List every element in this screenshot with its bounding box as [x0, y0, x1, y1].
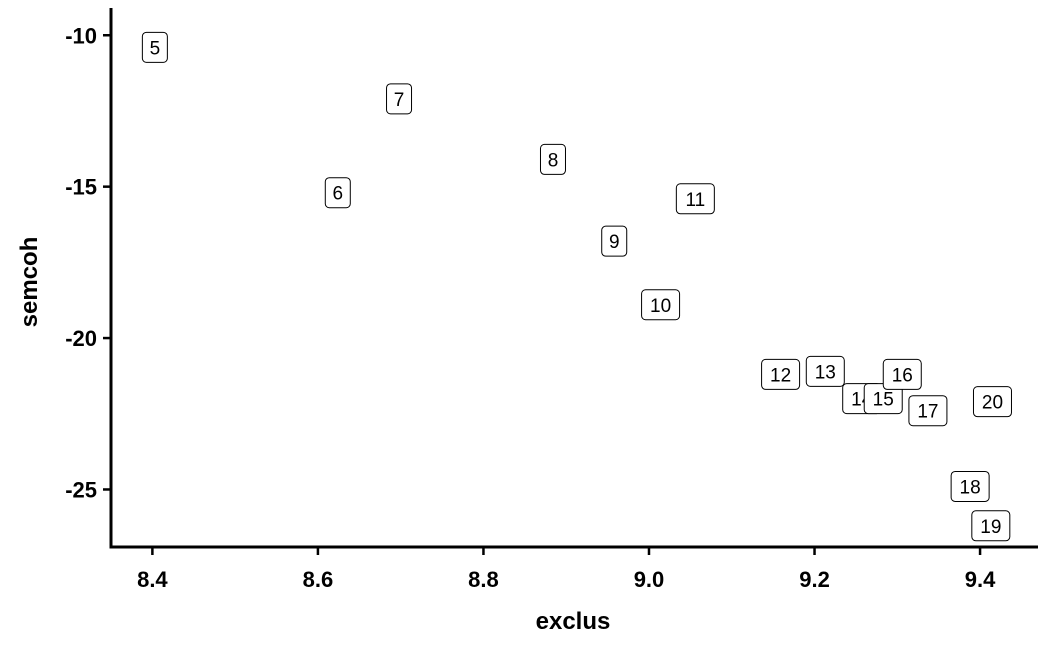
data-point-box [675, 183, 715, 215]
data-point-label: 20 [972, 386, 1012, 418]
data-point-text: 18 [960, 477, 981, 498]
axes-layer [109, 8, 1038, 549]
data-point-text: 15 [873, 390, 894, 411]
data-point-label: 7 [386, 83, 413, 115]
data-point-label: 19 [971, 510, 1011, 542]
data-point-box [805, 355, 845, 387]
data-point-label: 10 [641, 289, 681, 321]
data-point-box [972, 386, 1012, 418]
data-point-label: 16 [882, 358, 922, 390]
data-point-label: 15 [863, 383, 903, 415]
y-tick-label: -10 [65, 23, 97, 48]
data-point-box [641, 289, 681, 321]
data-point-label: 5 [141, 31, 168, 63]
data-point-label: 11 [675, 183, 715, 215]
data-point-label: 17 [908, 395, 948, 427]
data-point-text: 19 [980, 517, 1001, 538]
data-point-box [908, 395, 948, 427]
data-point-box [601, 225, 628, 257]
data-point-label: 12 [761, 358, 801, 390]
data-point-label: 8 [539, 143, 566, 175]
data-point-box [324, 177, 351, 209]
data-point-box [950, 470, 990, 502]
y-tick-label: -25 [65, 477, 97, 502]
x-ticks: 8.4 8.6 8.8 9.0 9.2 9.4 [137, 547, 996, 592]
y-tick-label: -15 [65, 175, 97, 200]
data-point-box [971, 510, 1011, 542]
data-point-box [761, 358, 801, 390]
x-tick-label: 9.2 [799, 567, 830, 592]
data-point-text: 9 [609, 232, 620, 253]
y-tick-label: -20 [65, 326, 97, 351]
y-ticks: -10 -15 -20 -25 [65, 23, 111, 502]
data-point-text: 10 [650, 296, 671, 317]
data-point-text: 20 [982, 393, 1003, 414]
data-point-box [882, 358, 922, 390]
x-tick-label: 8.4 [137, 567, 168, 592]
data-point-text: 5 [150, 38, 161, 59]
x-tick-label: 9.4 [965, 567, 996, 592]
data-point-text: 8 [548, 150, 559, 171]
data-point-label: 18 [950, 470, 990, 502]
x-axis-title: exclus [536, 608, 611, 635]
data-point-box [386, 83, 413, 115]
data-point-text: 7 [394, 90, 405, 111]
data-point-text: 16 [892, 365, 913, 386]
y-axis-title: semcoh [16, 237, 43, 328]
data-point-label: 9 [601, 225, 628, 257]
data-point-text: 12 [770, 365, 791, 386]
x-tick-label: 8.6 [303, 567, 334, 592]
x-tick-label: 9.0 [634, 567, 665, 592]
data-point-text: 17 [917, 402, 938, 423]
x-tick-label: 8.8 [468, 567, 499, 592]
data-point-label: 6 [324, 177, 351, 209]
data-point-box [141, 31, 168, 63]
data-point-text: 13 [815, 362, 836, 383]
data-point-text: 11 [685, 190, 705, 211]
data-point-label: 13 [805, 355, 845, 387]
data-point-text: 6 [332, 184, 343, 205]
data-point-box [539, 143, 566, 175]
